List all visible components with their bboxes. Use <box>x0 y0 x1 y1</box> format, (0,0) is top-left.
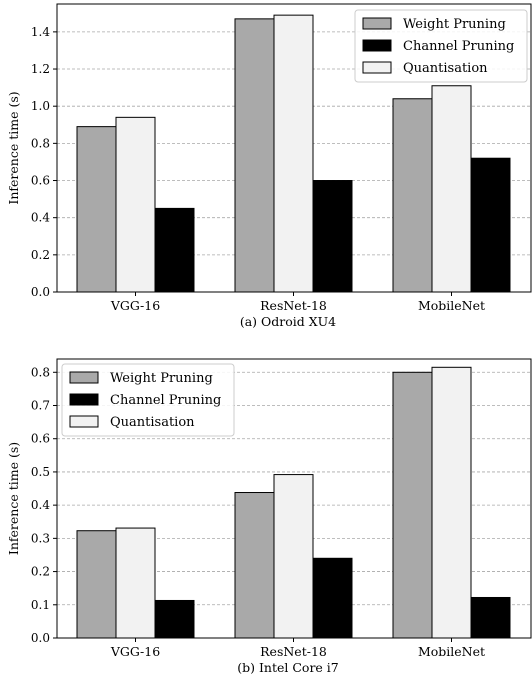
bar-channel-pruning-mobilenet <box>470 596 511 639</box>
legend-label-channel-pruning: Channel Pruning <box>403 39 514 54</box>
chart-intel-core-i7: 0.0 0.1 0.2 0.3 0.4 0.5 0.6 0.7 0.8 VGG-16 ResNet… <box>6 358 532 675</box>
bar-channel-pruning-vgg-16 <box>154 599 195 639</box>
y-tick-label: 0.0 <box>31 631 50 645</box>
y-tick-label: 0.8 <box>31 136 50 150</box>
bar-quantisation-resnet-18 <box>273 474 314 639</box>
y-tick-label: 0.6 <box>31 174 50 188</box>
y-tick-label: 1.2 <box>31 62 50 76</box>
legend-label-channel-pruning: Channel Pruning <box>110 393 221 408</box>
legend: Weight Pruning Channel Pruning Quantisatio… <box>354 9 528 83</box>
legend-box <box>354 9 528 83</box>
y-tick-label: 0.4 <box>31 211 50 225</box>
bars <box>76 366 511 639</box>
legend-swatch-weight-pruning <box>362 17 392 30</box>
chart-caption: (a) Odroid XU4 <box>240 314 336 329</box>
y-axis-label: Inference time (s) <box>6 91 21 204</box>
y-tick-label: 0.1 <box>31 598 50 612</box>
chart-odroid-xu4: 0.0 0.2 0.4 0.6 0.8 1.0 1.2 1.4 VGG-16 ResNet-18… <box>6 3 532 329</box>
x-tick-label-vgg-16: VGG-16 <box>110 644 160 659</box>
legend-swatch-quantisation <box>69 415 99 428</box>
x-tick-label-mobilenet: MobileNet <box>418 644 485 659</box>
legend-label-weight-pruning: Weight Pruning <box>110 371 213 386</box>
legend-swatch-channel-pruning <box>362 39 392 52</box>
y-tick-label: 0.5 <box>31 465 50 479</box>
bar-channel-pruning-mobilenet <box>470 157 511 293</box>
legend-swatch-channel-pruning <box>69 393 99 406</box>
plot-frame <box>56 3 532 293</box>
x-ticks: VGG-16 ResNet-18 MobileNet <box>110 638 485 659</box>
plot-frame <box>56 358 532 639</box>
x-tick-label-resnet-18: ResNet-18 <box>260 644 327 659</box>
bar-weight-pruning-resnet-18 <box>234 492 275 639</box>
bars <box>76 14 511 293</box>
bar-channel-pruning-resnet-18 <box>312 557 353 639</box>
bar-quantisation-mobilenet <box>431 366 472 639</box>
bar-weight-pruning-mobilenet <box>392 371 433 639</box>
y-tick-label: 0.7 <box>31 399 50 413</box>
y-tick-label: 0.2 <box>31 565 50 579</box>
bar-quantisation-vgg-16 <box>115 527 156 639</box>
legend-label-quantisation: Quantisation <box>110 415 195 430</box>
bar-weight-pruning-vgg-16 <box>76 530 117 639</box>
y-ticks: 0.0 0.1 0.2 0.3 0.4 0.5 0.6 0.7 0.8 <box>31 365 57 645</box>
x-ticks: VGG-16 ResNet-18 MobileNet <box>110 292 485 313</box>
y-tick-label: 0.6 <box>31 432 50 446</box>
x-tick-label-mobilenet: MobileNet <box>418 298 485 313</box>
x-tick-label-vgg-16: VGG-16 <box>110 298 160 313</box>
y-tick-label: 0.8 <box>31 365 50 379</box>
bar-channel-pruning-vgg-16 <box>154 207 195 293</box>
y-tick-label: 0.2 <box>31 248 50 262</box>
bar-weight-pruning-vgg-16 <box>76 126 117 293</box>
bar-weight-pruning-resnet-18 <box>234 18 275 293</box>
legend-swatch-quantisation <box>362 61 392 74</box>
x-tick-label-resnet-18: ResNet-18 <box>260 298 327 313</box>
legend: Weight Pruning Channel Pruning Quantisatio… <box>61 363 235 437</box>
y-axis-label: Inference time (s) <box>6 442 21 555</box>
legend-label-quantisation: Quantisation <box>403 61 488 76</box>
y-tick-label: 0.4 <box>31 498 50 512</box>
y-tick-label: 1.0 <box>31 99 50 113</box>
legend-box <box>61 363 235 437</box>
bar-weight-pruning-mobilenet <box>392 98 433 293</box>
y-ticks: 0.0 0.2 0.4 0.6 0.8 1.0 1.2 1.4 <box>31 25 57 299</box>
y-tick-label: 0.3 <box>31 531 50 545</box>
bar-channel-pruning-resnet-18 <box>312 180 353 293</box>
bar-quantisation-resnet-18 <box>273 14 314 293</box>
legend-label-weight-pruning: Weight Pruning <box>403 17 506 32</box>
y-tick-label: 0.0 <box>31 285 50 299</box>
bar-quantisation-vgg-16 <box>115 116 156 293</box>
legend-swatch-weight-pruning <box>69 371 99 384</box>
bar-quantisation-mobilenet <box>431 85 472 293</box>
chart-caption: (b) Intel Core i7 <box>237 660 339 675</box>
y-tick-label: 1.4 <box>31 25 50 39</box>
